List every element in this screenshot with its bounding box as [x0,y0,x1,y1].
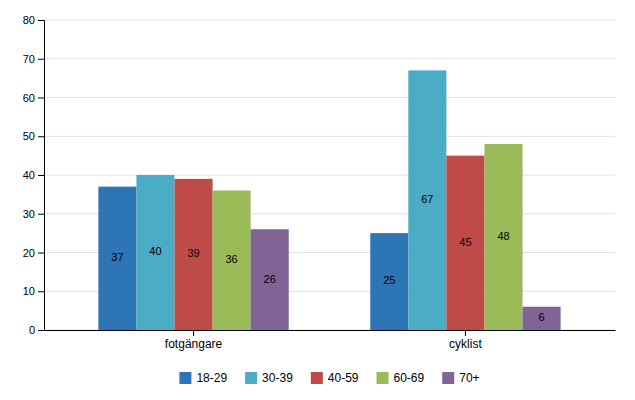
x-tick-label: cyklist [449,337,482,351]
legend-label: 40-59 [328,371,359,385]
data-label: 6 [539,311,545,323]
data-label: 25 [383,274,395,286]
y-tick: 20 [23,247,44,259]
bar [523,307,561,330]
data-labels: 37 25 40 67 39 45 36 48 26 6 [111,193,544,323]
grid-line [44,20,615,21]
legend-label: 18-29 [196,371,227,385]
legend-swatch [311,372,323,384]
y-tick-mark [38,98,44,99]
data-label: 48 [497,230,509,242]
legend-swatch [179,372,191,384]
y-tick-mark [38,330,44,331]
grid-line [44,58,615,59]
x-axis: fotgängare cyklist [45,330,616,351]
x-axis-line [45,330,616,331]
y-tick-mark [38,136,44,137]
plot: 0 10 20 30 40 50 60 70 80 fotgängare cyklist 37 25 40… [23,14,616,351]
data-label: 67 [421,193,433,205]
bar [251,229,289,330]
data-label: 36 [225,253,237,265]
y-tick: 10 [23,285,44,297]
x-tick: fotgängare [165,330,223,351]
y-tick-label: 60 [23,92,35,104]
legend-item: 60-69 [377,371,425,385]
legend-label: 60-69 [394,371,425,385]
data-label: 45 [459,236,471,248]
y-tick-label: 80 [23,14,35,26]
x-tick-mark [193,330,194,336]
legend-item: 40-59 [311,371,359,385]
y-tick-mark [38,253,44,254]
y-tick: 80 [23,14,44,26]
y-axis-line [38,21,45,331]
y-tick: 0 [29,324,44,336]
bar [484,144,522,330]
y-axis: 0 10 20 30 40 50 60 70 80 [23,14,45,336]
legend-swatch [245,372,257,384]
y-tick: 60 [23,92,44,104]
legend-label: 70+ [459,371,479,385]
legend: 18-29 30-39 40-59 60-69 70+ [179,371,479,385]
bar [446,156,484,330]
grid-line [44,97,615,98]
legend-swatch [377,372,389,384]
y-tick-label: 70 [23,53,35,65]
bars [98,70,560,330]
y-tick: 70 [23,53,44,65]
y-tick-mark [38,59,44,60]
legend-item: 70+ [442,371,479,385]
data-label: 37 [111,251,123,263]
data-label: 40 [149,245,161,257]
x-tick-label: fotgängare [165,337,223,351]
y-tick-label: 40 [23,169,35,181]
y-tick-label: 0 [29,324,35,336]
y-tick-mark [38,175,44,176]
bar [408,70,446,330]
y-tick: 50 [23,130,44,142]
bar [175,179,213,330]
chart: 0 10 20 30 40 50 60 70 80 fotgängare cyklist 37 25 40… [0,0,635,400]
y-tick: 30 [23,208,44,220]
y-tick-mark [38,20,44,21]
y-tick-label: 10 [23,285,35,297]
legend-item: 18-29 [179,371,227,385]
grid-line [44,136,615,137]
y-tick-label: 20 [23,247,35,259]
y-tick-label: 50 [23,130,35,142]
bar [370,233,408,330]
y-tick-mark [38,214,44,215]
y-tick: 40 [23,169,44,181]
legend-swatch [442,372,454,384]
bar [98,187,136,330]
bar [213,191,251,331]
grid-line [44,175,615,176]
y-tick-mark [38,291,44,292]
data-label: 39 [187,247,199,259]
legend-label: 30-39 [262,371,293,385]
x-tick: cyklist [449,330,482,351]
y-tick-label: 30 [23,208,35,220]
bar [136,175,174,330]
grid [44,20,615,330]
x-tick-mark [465,330,466,336]
data-label: 26 [264,273,276,285]
legend-item: 30-39 [245,371,293,385]
